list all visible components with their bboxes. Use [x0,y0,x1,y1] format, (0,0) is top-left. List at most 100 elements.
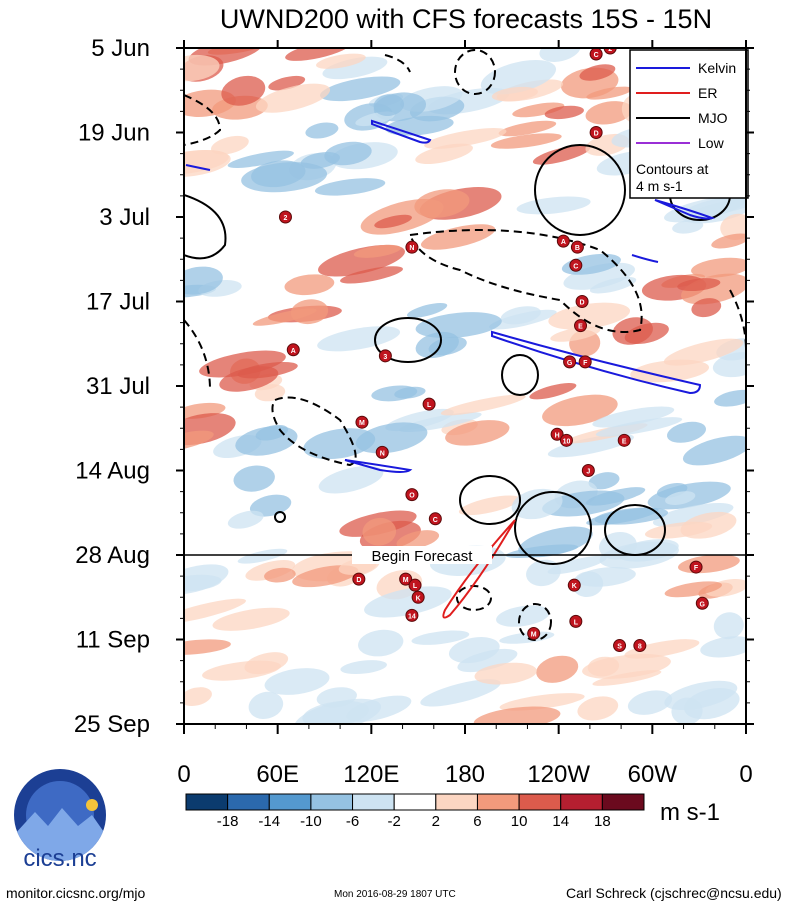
storm-symbol [589,126,603,139]
field-cell [314,178,386,196]
field-cell [572,571,604,598]
colorbar-bin [476,793,520,811]
storm-marker: J [581,464,595,477]
storm-label: G [567,360,573,367]
field-cell [539,48,581,62]
storm-symbol [411,590,425,604]
field-cell [499,693,585,711]
field-cell [264,567,296,583]
colorbar-tick-label: -14 [258,813,280,830]
storm-marker: L [408,578,422,592]
storm-marker: B [570,240,584,254]
storm-label: M [403,577,409,584]
footer-timestamp: Mon 2016-08-29 1807 UTC [334,889,456,900]
field-cell [320,76,401,102]
wave-contours [184,49,746,641]
field-cell [491,86,538,102]
field-cell [547,434,634,458]
storm-marker: S [613,639,627,653]
colorbar: -18 -14 -10 -6 -2 2 6 10 14 18 [185,793,645,830]
storm-label: D [580,300,585,307]
storm-marker: L [422,397,436,411]
storm-symbol [569,258,583,272]
field-cell [184,266,223,295]
y-tick-label: 3 Jul [99,204,150,231]
mjo-contour-negative [518,603,552,641]
colorbar-tick-label: 6 [473,813,481,830]
field-cell [355,422,428,454]
field-cell [241,162,328,193]
y-tick-label: 11 Sep [76,627,150,654]
colorbar-bin [560,793,603,811]
storm-label: C [594,52,599,59]
storm-symbol [422,397,436,411]
field-cell [542,394,618,427]
field-cell [585,487,646,506]
field-cell [316,53,366,69]
storm-symbol [408,578,422,592]
storm-label: 3 [383,354,387,361]
storm-symbol [355,415,369,429]
field-cell [184,598,246,624]
field-cell [237,548,288,564]
mjo-contour [274,511,286,523]
storm-label: C [573,263,578,270]
field-cell [268,75,306,91]
kelvin-contour [654,199,716,220]
mjo-contour [501,354,539,396]
storm-marker: A [286,343,300,357]
colorbar-bin [435,793,478,811]
field-cell [374,214,412,229]
y-tick-label: 31 Jul [86,373,150,400]
storm-label: D [356,577,361,584]
storm-label: B [575,245,580,252]
field-cell [248,691,284,719]
field-cell [353,244,401,258]
storm-marker: D [589,126,603,139]
storm-label: N [380,450,385,457]
mjo-contour [514,491,592,565]
storm-marker: F [578,355,592,369]
storm-label: D [594,131,599,138]
storm-label: 10 [563,438,571,445]
field-cell [682,435,746,466]
x-tick-label: 60W [628,761,678,788]
storm-symbol [550,427,564,441]
field-cell [666,421,707,443]
colorbar-bin [185,793,229,811]
field-cell [586,86,633,100]
storm-marker: E [574,319,588,333]
field-cell [184,574,222,592]
field-cell [448,637,500,664]
colorbar-tick-label: 14 [552,813,569,830]
field-cell [221,75,266,106]
forecast-label-bg [352,546,492,564]
field-cell [480,60,557,95]
field-cell [440,394,526,416]
storm-symbol [603,48,617,55]
storm-symbol [578,355,592,369]
field-cell [672,220,704,234]
colorbar-tick-label: -10 [300,813,322,830]
footer-credit: Carl Schreck (cjschrec@ncsu.edu) [566,885,782,901]
legend-note-line1: Contours at [636,161,708,177]
field-cell [498,120,557,137]
field-cell [184,54,220,82]
mjo-contour-negative [184,94,222,146]
storm-marker: F [689,560,703,574]
field-cell [420,679,501,707]
footer-url: monitor.cicsnc.org/mjo [6,885,145,901]
storm-marker: M [355,415,369,429]
field-cell [473,706,561,724]
colorbar-tick-label: -18 [217,813,239,830]
field-cell [595,417,683,437]
storm-label: J [586,469,590,476]
chart-title: UWND200 with CFS forecasts 15S - 15N [220,4,712,34]
field-cell [219,366,279,392]
mjo-contour-negative [454,49,496,95]
field-cell [516,196,591,215]
legend-note-line2: 4 m s-1 [636,178,683,194]
colorbar-bin [518,793,562,811]
field-cell [592,670,662,686]
